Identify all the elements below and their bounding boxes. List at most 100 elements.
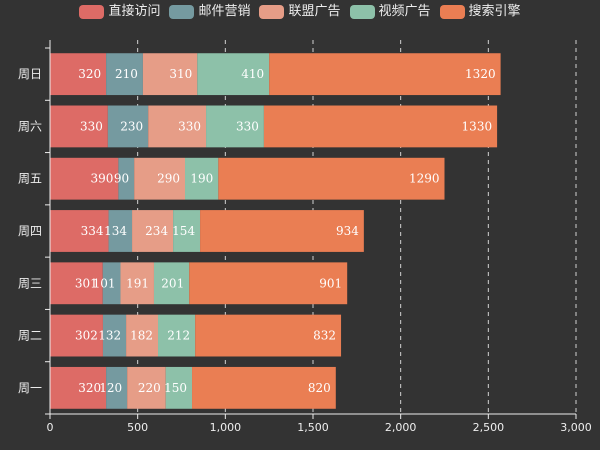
bar-segment[interactable]	[192, 366, 336, 409]
x-tick-label: 0	[47, 421, 54, 434]
bar-segment[interactable]	[50, 53, 107, 96]
bar-value-label: 150	[164, 381, 187, 395]
bar-segment[interactable]	[50, 105, 108, 148]
bar-value-label: 901	[319, 276, 342, 290]
bar-segment[interactable]	[269, 53, 501, 96]
legend-label: 联盟广告	[288, 4, 341, 19]
bar-value-label: 832	[313, 329, 336, 343]
bar-value-label: 190	[190, 172, 213, 186]
bar-value-label: 134	[104, 224, 127, 238]
bar-segment[interactable]	[189, 262, 348, 305]
legend-item[interactable]: 联盟广告	[259, 4, 341, 19]
bar-value-label: 302	[75, 329, 98, 343]
y-category-label: 周日	[18, 67, 42, 81]
bar-value-label: 1320	[465, 67, 496, 81]
bar-segment[interactable]	[106, 366, 128, 409]
legend-item[interactable]: 视频广告	[349, 4, 431, 19]
bar-value-label: 182	[130, 329, 153, 343]
bar-segment[interactable]	[50, 157, 119, 200]
bar-value-label: 820	[308, 381, 331, 395]
y-category-label: 周六	[18, 119, 42, 133]
bar-value-label: 320	[78, 381, 101, 395]
bar-value-label: 210	[115, 67, 138, 81]
bar-value-label: 230	[120, 119, 143, 133]
bar-value-label: 390	[90, 172, 113, 186]
legend-item[interactable]: 邮件营销	[169, 5, 250, 19]
bar-segment[interactable]	[200, 210, 364, 252]
bar-segment[interactable]	[134, 157, 186, 200]
axes: 0 500 1,000 1,500 2,000 2,500 3,000 周一 周二 周三 周四 周五 周…	[18, 40, 592, 434]
bar-segment[interactable]	[185, 157, 219, 200]
bar-value-label: 1290	[409, 172, 440, 186]
bar-segment[interactable]	[108, 210, 133, 252]
legend-label: 邮件营销	[198, 4, 251, 19]
bar-value-label: 212	[167, 329, 190, 343]
bar-value-label: 201	[161, 276, 184, 290]
bar-segment[interactable]	[158, 314, 196, 357]
bar-segment[interactable]	[206, 105, 264, 148]
bar-segment[interactable]	[142, 53, 198, 96]
bar-value-label: 154	[172, 224, 195, 238]
legend: 直接访问 邮件营销 联盟广告 视频广告 搜索引擎	[0, 3, 600, 21]
legend-swatch	[439, 5, 465, 19]
bar-segment[interactable]	[118, 157, 135, 200]
bar-value-label: 301	[75, 276, 98, 290]
bar-value-label: 320	[78, 67, 101, 81]
bar-value-label: 1330	[462, 119, 493, 133]
bar-segment[interactable]	[102, 314, 127, 357]
legend-swatch	[169, 5, 195, 19]
bar-segment[interactable]	[153, 262, 190, 305]
bar-segment[interactable]	[102, 262, 121, 305]
x-tick-label: 1,000	[210, 421, 242, 434]
y-category-label: 周四	[18, 224, 42, 238]
bar-value-label: 101	[93, 276, 116, 290]
legend-swatch	[79, 5, 105, 19]
bar-value-label: 330	[80, 119, 103, 133]
bar-segment[interactable]	[197, 53, 270, 96]
bar-segment[interactable]	[120, 262, 154, 305]
bar-segment[interactable]	[195, 314, 342, 357]
y-category-label: 周一	[18, 381, 42, 395]
bar-segment[interactable]	[126, 314, 159, 357]
bar-value-label: 330	[236, 119, 259, 133]
bar-segment[interactable]	[50, 314, 103, 357]
legend-swatch	[349, 5, 375, 19]
x-tick-label: 2,500	[473, 421, 505, 434]
bar-value-label: 234	[145, 224, 168, 238]
legend-item[interactable]: 搜索引擎	[439, 4, 521, 19]
bar-value-label: 132	[98, 329, 121, 343]
bar-segment[interactable]	[132, 210, 174, 252]
y-category-label: 周三	[18, 276, 42, 290]
x-tick-label: 3,000	[560, 421, 592, 434]
bar-segment[interactable]	[165, 366, 193, 409]
bar-segment[interactable]	[107, 105, 149, 148]
legend-item[interactable]: 直接访问	[79, 5, 160, 19]
bar-value-label: 310	[169, 67, 192, 81]
legend-swatch	[259, 5, 285, 19]
bar-value-label: 191	[126, 276, 149, 290]
x-tick-label: 2,000	[385, 421, 417, 434]
bars	[50, 53, 501, 409]
x-tick-label: 1,500	[297, 421, 329, 434]
bar-value-label: 330	[178, 119, 201, 133]
legend-label: 搜索引擎	[468, 4, 521, 19]
legend-label: 视频广告	[378, 4, 431, 19]
bar-segment[interactable]	[50, 262, 103, 305]
bar-segment[interactable]	[218, 157, 445, 200]
bar-value-label: 934	[336, 224, 359, 238]
bar-segment[interactable]	[127, 366, 166, 409]
bar-value-label: 334	[81, 224, 104, 238]
bar-segment[interactable]	[50, 210, 109, 252]
bar-value-label: 120	[99, 381, 122, 395]
bar-segment[interactable]	[50, 366, 107, 409]
legend-label: 直接访问	[108, 4, 161, 19]
y-category-label: 周二	[18, 329, 42, 343]
bar-value-label: 290	[157, 172, 180, 186]
bar-segment[interactable]	[173, 210, 201, 252]
bar-value-label: 220	[138, 381, 161, 395]
bar-segment[interactable]	[263, 105, 498, 148]
bar-segment[interactable]	[148, 105, 207, 148]
bar-segment[interactable]	[106, 53, 143, 96]
